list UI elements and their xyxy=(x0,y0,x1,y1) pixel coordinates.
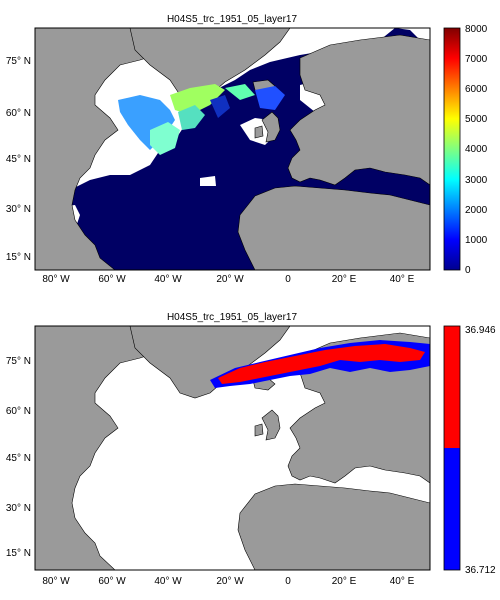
colorbar-frame xyxy=(443,325,461,571)
x-tick-label: 40° W xyxy=(154,576,182,587)
colorbar-tick: 3000 xyxy=(465,175,488,186)
colorbar-tick: 0 xyxy=(465,265,471,276)
tracer-patches-top xyxy=(118,84,285,155)
x-tick-label: 60° W xyxy=(98,274,126,285)
y-tick-label: 45° N xyxy=(6,453,31,464)
y-tick-label: 45° N xyxy=(6,154,31,165)
x-tick-label: 40° E xyxy=(390,576,415,587)
map-panel-bottom: H04S5_trc_1951_05_layer17 xyxy=(6,312,496,587)
colorbar-top: 0 1000 2000 3000 4000 5000 6000 7000 800… xyxy=(443,24,488,276)
colorbar-bottom: 36.946 36.712 xyxy=(443,325,496,576)
x-tick-label: 0 xyxy=(285,576,291,587)
x-tick-label: 40° W xyxy=(154,274,182,285)
tracer-patches-bottom xyxy=(210,340,430,388)
x-tick-label: 80° W xyxy=(42,576,70,587)
x-tick-label: 20° W xyxy=(216,274,244,285)
colorbar-tick: 1000 xyxy=(465,235,488,246)
x-tick-label: 40° E xyxy=(390,274,415,285)
colorbar-tick: 2000 xyxy=(465,205,488,216)
x-axis-top: 80° W 60° W 40° W 20° W 0 20° E 40° E xyxy=(42,274,414,285)
colorbar-tick: 4000 xyxy=(465,144,488,155)
y-axis-top: 75° N 60° N 45° N 30° N 15° N xyxy=(6,56,31,263)
colorbar-gradient xyxy=(443,27,461,271)
x-tick-label: 20° W xyxy=(216,576,244,587)
colorbar-tick: 6000 xyxy=(465,84,488,95)
y-tick-label: 75° N xyxy=(6,56,31,67)
colorbar-tick: 5000 xyxy=(465,114,488,125)
y-tick-label: 30° N xyxy=(6,503,31,514)
y-tick-label: 60° N xyxy=(6,108,31,119)
land-top xyxy=(35,28,430,270)
map-title-top: H04S5_trc_1951_05_layer17 xyxy=(167,14,298,25)
axes-frame-bottom xyxy=(34,325,431,571)
colorbar-red xyxy=(444,326,460,448)
colorbar-blue xyxy=(444,448,460,570)
y-axis-bottom: 75° N 60° N 45° N 30° N 15° N xyxy=(6,356,31,559)
y-tick-label: 15° N xyxy=(6,252,31,263)
axes-frame-top xyxy=(34,27,431,271)
y-tick-label: 60° N xyxy=(6,406,31,417)
y-tick-label: 30° N xyxy=(6,204,31,215)
colorbar-tick: 8000 xyxy=(465,24,488,35)
x-tick-label: 0 xyxy=(285,274,291,285)
colorbar-tick: 36.946 xyxy=(465,325,496,336)
x-tick-label: 60° W xyxy=(98,576,126,587)
y-tick-label: 15° N xyxy=(6,548,31,559)
colorbar-tick: 36.712 xyxy=(465,565,496,576)
colorbar-tick: 7000 xyxy=(465,54,488,65)
map-title-bottom: H04S5_trc_1951_05_layer17 xyxy=(167,312,298,323)
x-tick-label: 20° E xyxy=(332,576,357,587)
y-tick-label: 75° N xyxy=(6,356,31,367)
map-panel-top: H04S5_trc_1951_05_layer17 xyxy=(6,14,488,285)
land-bottom xyxy=(35,326,430,570)
x-tick-label: 20° E xyxy=(332,274,357,285)
x-axis-bottom: 80° W 60° W 40° W 20° W 0 20° E 40° E xyxy=(42,576,414,587)
x-tick-label: 80° W xyxy=(42,274,70,285)
